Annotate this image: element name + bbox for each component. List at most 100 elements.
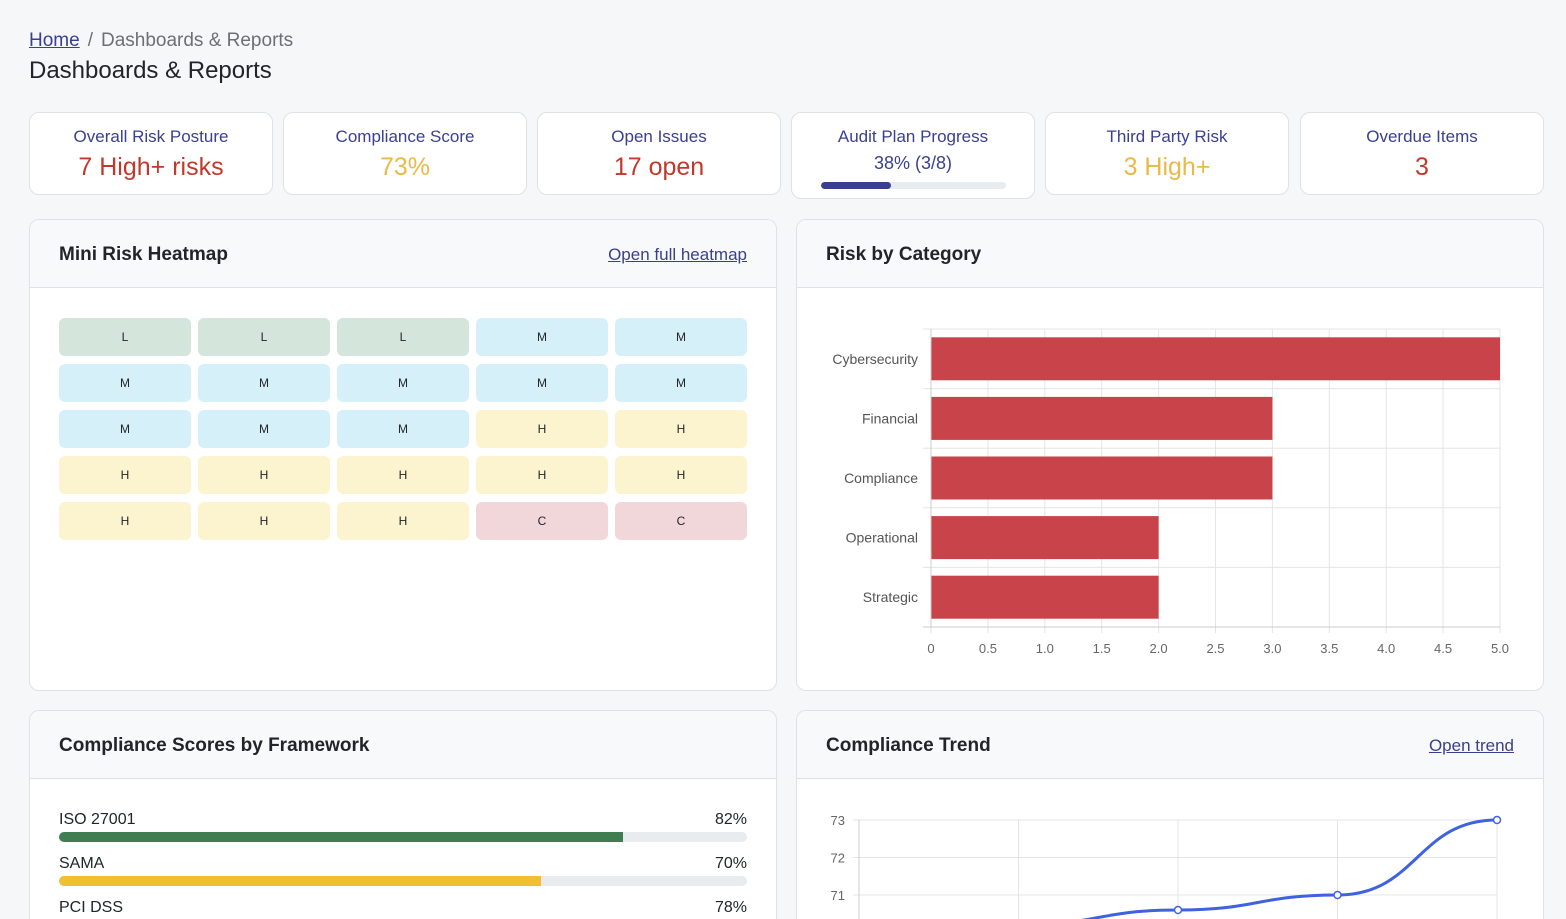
heatmap-cell[interactable]: L — [198, 318, 330, 356]
kpi-label: Open Issues — [611, 127, 707, 146]
kpi-value: 38% (3/8) — [873, 153, 953, 173]
heatmap-cell[interactable]: M — [337, 410, 469, 448]
bar-operational[interactable] — [931, 516, 1159, 560]
kpi-value: 73% — [379, 153, 431, 181]
heatmap-cell[interactable]: H — [337, 456, 469, 494]
framework-score: 70% — [714, 855, 747, 872]
page-title: Dashboards & Reports — [29, 57, 272, 84]
kpi-audit-plan-progress[interactable]: Audit Plan Progress 38% (3/8) — [791, 112, 1035, 199]
kpi-value: 7 High+ risks — [78, 153, 224, 181]
x-tick-label: 1.5 — [1093, 641, 1111, 656]
breadcrumb-home-link[interactable]: Home — [29, 30, 80, 51]
bar-financial[interactable] — [931, 396, 1273, 440]
trend-point[interactable] — [1173, 905, 1183, 915]
heatmap-cell[interactable]: H — [337, 502, 469, 540]
compliance-scores-by-framework-card: Compliance Scores by Framework ISO 27001… — [29, 710, 777, 919]
heatmap-cell[interactable]: L — [337, 318, 469, 356]
framework-name: PCI DSS — [59, 899, 124, 916]
heatmap-cell[interactable]: H — [615, 410, 747, 448]
kpi-label: Overdue Items — [1366, 127, 1478, 146]
category-label: Cybersecurity — [832, 351, 918, 367]
heatmap-cell[interactable]: L — [59, 318, 191, 356]
card-title: Compliance Scores by Framework — [59, 735, 370, 756]
category-label: Strategic — [863, 589, 918, 605]
heatmap-cell[interactable]: H — [476, 456, 608, 494]
y-tick-label: 73 — [831, 813, 845, 828]
audit-progress-fill — [821, 182, 892, 189]
card-header: Compliance Trend Open trend — [797, 711, 1543, 779]
framework-score: 78% — [714, 899, 747, 916]
heatmap-cell[interactable]: M — [198, 364, 330, 402]
card-title: Risk by Category — [826, 244, 982, 265]
framework-score-fill — [59, 832, 624, 842]
trend-point[interactable] — [1492, 815, 1502, 825]
risk-by-category-chart: 0 0.5 1.0 1.5 2.0 2.5 3.0 3.5 4.0 4.5 5.0 Cybersecu… — [832, 328, 1509, 656]
heatmap-cell[interactable]: H — [59, 456, 191, 494]
heatmap-cell[interactable]: M — [615, 318, 747, 356]
breadcrumb: Home / Dashboards & Reports — [29, 30, 293, 52]
x-tick-label: 3.0 — [1263, 641, 1281, 656]
kpi-compliance-score[interactable]: Compliance Score 73% — [283, 112, 527, 195]
kpi-value: 3 High+ — [1123, 153, 1211, 181]
kpi-label: Compliance Score — [335, 127, 475, 146]
bar-cybersecurity[interactable] — [931, 337, 1500, 381]
kpi-label: Overall Risk Posture — [73, 127, 229, 146]
card-header: Risk by Category — [797, 220, 1543, 288]
heatmap-cell[interactable]: C — [615, 502, 747, 540]
framework-score-bar — [59, 876, 747, 886]
heatmap-cell[interactable]: H — [476, 410, 608, 448]
bar-strategic[interactable] — [931, 575, 1159, 619]
heatmap-cell[interactable]: M — [615, 364, 747, 402]
heatmap-cell[interactable]: H — [198, 456, 330, 494]
bar-compliance[interactable] — [931, 456, 1273, 500]
framework-score-fill — [59, 876, 541, 886]
heatmap-cell[interactable]: M — [337, 364, 469, 402]
x-tick-label: 2.5 — [1206, 641, 1224, 656]
framework-score-bar — [59, 832, 747, 842]
kpi-overall-risk-posture[interactable]: Overall Risk Posture 7 High+ risks — [29, 112, 273, 195]
audit-progress-bar — [821, 182, 1006, 189]
kpi-row: Overall Risk Posture 7 High+ risks Compl… — [29, 112, 1544, 200]
kpi-value: 3 — [1415, 153, 1429, 181]
kpi-label: Third Party Risk — [1106, 127, 1228, 146]
x-tick-label: 3.5 — [1320, 641, 1338, 656]
risk-by-category-card: Risk by Category 0 0.5 1.0 1.5 2.0 2.5 3.0 3.5 4… — [796, 219, 1544, 691]
heatmap-cell[interactable]: C — [476, 502, 608, 540]
heatmap-cell[interactable]: M — [59, 410, 191, 448]
card-header: Compliance Scores by Framework — [30, 711, 776, 779]
open-trend-link[interactable]: Open trend — [1428, 736, 1514, 755]
heatmap-cell[interactable]: M — [59, 364, 191, 402]
y-tick-label: 71 — [831, 888, 845, 903]
x-tick-label: 0 — [927, 641, 934, 656]
x-tick-label: 4.0 — [1377, 641, 1395, 656]
category-label: Financial — [862, 410, 918, 426]
breadcrumb-separator: / — [87, 30, 93, 51]
trend-point[interactable] — [1333, 890, 1342, 900]
framework-score: 82% — [714, 811, 747, 828]
compliance-trend-card: Compliance Trend Open trend 73 72 71 — [796, 710, 1544, 919]
category-label: Compliance — [844, 470, 918, 486]
card-header: Mini Risk Heatmap Open full heatmap — [30, 220, 776, 288]
framework-name: SAMA — [59, 855, 105, 872]
breadcrumb-current: Dashboards & Reports — [100, 30, 294, 51]
x-tick-label: 1.0 — [1036, 641, 1054, 656]
kpi-third-party-risk[interactable]: Third Party Risk 3 High+ — [1045, 112, 1289, 195]
heatmap-cell[interactable]: M — [476, 318, 608, 356]
heatmap-cell[interactable]: M — [198, 410, 330, 448]
heatmap-cell[interactable]: M — [476, 364, 608, 402]
heatmap-cell[interactable]: H — [615, 456, 747, 494]
open-full-heatmap-link[interactable]: Open full heatmap — [608, 245, 747, 264]
kpi-overdue-items[interactable]: Overdue Items 3 — [1300, 112, 1544, 195]
heatmap-cell[interactable]: H — [198, 502, 330, 540]
category-label: Operational — [846, 530, 918, 546]
kpi-open-issues[interactable]: Open Issues 17 open — [537, 112, 781, 195]
y-tick-label: 72 — [831, 851, 845, 866]
x-tick-label: 5.0 — [1491, 641, 1509, 656]
heatmap-cell[interactable]: H — [59, 502, 191, 540]
card-title: Compliance Trend — [826, 735, 991, 756]
kpi-label: Audit Plan Progress — [837, 127, 989, 146]
framework-item: SAMA 70% — [59, 855, 747, 895]
framework-name: ISO 27001 — [59, 811, 136, 828]
framework-item: ISO 27001 82% — [59, 811, 747, 851]
